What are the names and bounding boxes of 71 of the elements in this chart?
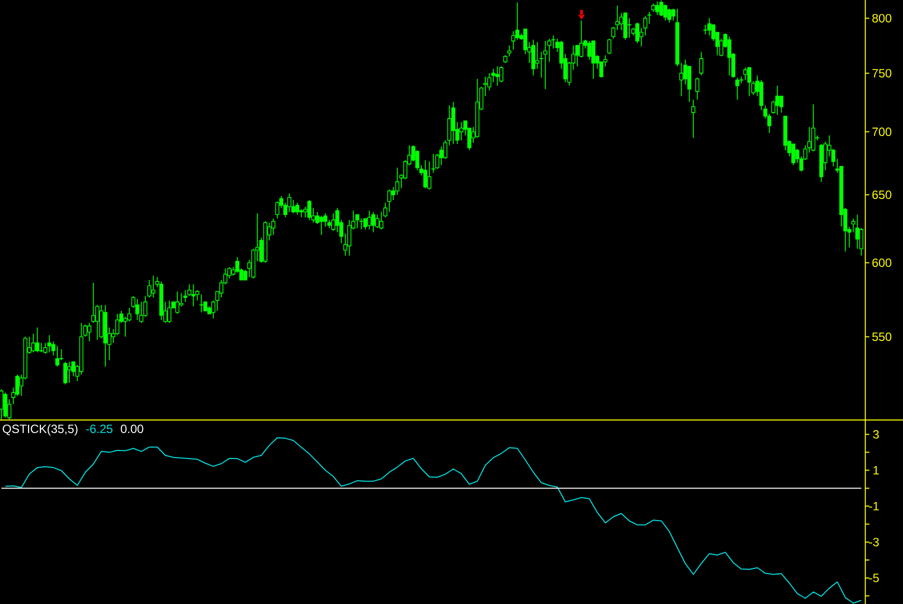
- ref-line-label: 0.00: [120, 424, 144, 434]
- candlestick: [575, 44, 580, 67]
- candlestick: [439, 146, 444, 166]
- y-tick-label: -3: [869, 538, 879, 546]
- candlestick: [727, 36, 732, 76]
- y-tick-label: -1: [869, 502, 879, 510]
- candlestick: [707, 18, 712, 36]
- candlestick: [591, 40, 596, 80]
- candlestick: [702, 24, 708, 35]
- candlestick: [295, 202, 300, 216]
- candlestick: [459, 122, 464, 141]
- y-tick-label: 3: [873, 430, 879, 439]
- y-tick-label: 800: [872, 14, 892, 22]
- candlestick: [355, 214, 360, 229]
- candlestick: [67, 361, 72, 384]
- candlestick: [63, 361, 68, 385]
- candlestick: [791, 144, 796, 166]
- candlestick: [499, 66, 504, 83]
- candlestick: [35, 327, 40, 353]
- y-tick-label: 550: [872, 332, 892, 341]
- candlestick: [663, 4, 668, 22]
- candlestick: [607, 38, 612, 55]
- candlestick: [655, 0, 660, 16]
- candlestick: [91, 282, 96, 324]
- candlestick: [358, 218, 364, 230]
- candlestick: [198, 294, 204, 313]
- candlestick: [167, 300, 172, 324]
- candlestick: [151, 275, 156, 298]
- candlestick: [451, 102, 456, 144]
- candlestick: [371, 211, 376, 233]
- y-tick-label: -5: [869, 574, 879, 582]
- candlestick: [531, 39, 536, 76]
- candlestick: [747, 67, 752, 97]
- candlestick: [659, 0, 664, 17]
- candlestick: [3, 392, 8, 418]
- line-series: [4, 437, 862, 604]
- candlestick: [695, 77, 700, 100]
- candlestick: [427, 160, 432, 190]
- candlestick: [635, 22, 640, 44]
- candlestick: [191, 284, 196, 307]
- candlestick: [743, 67, 748, 80]
- y-tick-label: 700: [872, 128, 892, 136]
- candlestick: [775, 85, 780, 116]
- candlestick: [387, 189, 392, 212]
- candlestick: [423, 160, 428, 189]
- candlestick: [735, 77, 740, 100]
- y-tick-label: 650: [872, 190, 892, 200]
- candlestick: [307, 200, 312, 220]
- candlestick: [691, 99, 696, 138]
- annotation: -6.25: [86, 424, 112, 434]
- candlestick: [31, 333, 36, 353]
- candlestick: [175, 291, 180, 314]
- y-tick-label: 1: [874, 466, 879, 474]
- candlestick: [135, 298, 140, 320]
- candlestick: [646, 11, 652, 24]
- candlestick: [55, 346, 60, 368]
- candlestick: [699, 51, 704, 76]
- y-tick-label: 600: [872, 258, 892, 268]
- candlestick: [495, 66, 500, 86]
- chart-title: QSTICK(35,5): [2, 424, 78, 436]
- candlestick: [811, 104, 816, 152]
- candlestick: [367, 210, 372, 230]
- candlestick: [667, 8, 672, 24]
- candlestick: [87, 322, 92, 342]
- candlestick: [379, 211, 384, 230]
- candlestick: [319, 215, 324, 236]
- y-tick-label: 750: [872, 68, 892, 78]
- candlestick: [47, 334, 52, 353]
- candlestick: [543, 40, 548, 90]
- candlestick: [587, 40, 592, 60]
- candlestick: [375, 214, 380, 229]
